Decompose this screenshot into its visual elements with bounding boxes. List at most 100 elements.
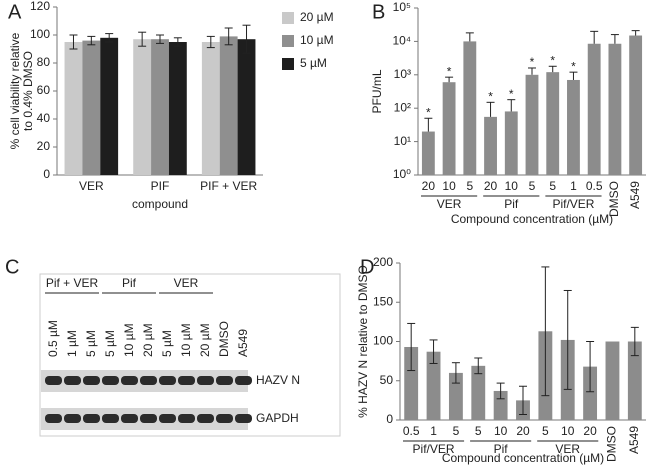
y-axis-label: % HAZV N relative to DMSO xyxy=(356,265,370,418)
panel-letter: A xyxy=(8,1,22,23)
y-tick-label: 10¹ xyxy=(394,134,411,148)
significance-mark: * xyxy=(426,105,431,119)
blot-band xyxy=(64,376,81,385)
y-tick-label: 80 xyxy=(37,55,51,69)
x-tick-label: 5 xyxy=(529,179,536,193)
lane-label: 0.5 µM xyxy=(46,320,60,357)
legend-label: 5 µM xyxy=(300,56,327,70)
blot-band xyxy=(140,376,157,385)
lane-label: 5 µM xyxy=(160,330,174,357)
x-tick-label: 5 xyxy=(549,179,556,193)
blot-band xyxy=(64,414,81,423)
blot-band xyxy=(102,414,119,423)
bar xyxy=(448,372,463,420)
x-tick-label: 10 xyxy=(505,179,519,193)
y-tick-label: 10⁰ xyxy=(393,167,411,181)
bar xyxy=(168,42,187,175)
x-tick-label: 20 xyxy=(583,424,597,438)
blot-band xyxy=(159,414,176,423)
x-tick-label: 5 xyxy=(453,424,460,438)
group-label: VER xyxy=(174,276,199,290)
group-label: Pif/VER xyxy=(413,442,455,456)
x-tick-label: 10 xyxy=(561,424,575,438)
y-tick-label: 0 xyxy=(43,167,50,181)
x-tick-label: 20 xyxy=(484,179,498,193)
blot-band xyxy=(45,376,62,385)
lane-label: 10 µM xyxy=(122,323,136,357)
x-tick-label: 1 xyxy=(570,179,577,193)
blot-band xyxy=(197,414,214,423)
y-tick-label: 100 xyxy=(30,27,50,41)
y-tick-label: 150 xyxy=(373,294,393,308)
bar xyxy=(627,341,642,420)
y-tick-label: 50 xyxy=(380,373,394,387)
x-tick-label: A549 xyxy=(628,181,642,209)
group-label: Pif + VER xyxy=(46,276,99,290)
lane-label: 1 µM xyxy=(65,330,79,357)
y-tick-label: 120 xyxy=(30,0,50,13)
significance-mark: * xyxy=(447,64,452,78)
y-tick-label: 200 xyxy=(373,255,393,269)
bar xyxy=(421,131,435,175)
blot-band xyxy=(121,414,138,423)
blot-band xyxy=(216,376,233,385)
blot-band xyxy=(178,376,195,385)
blot-band xyxy=(216,414,233,423)
x-tick-label: 20 xyxy=(516,424,530,438)
bar xyxy=(201,42,220,175)
bar xyxy=(64,42,83,175)
blot-band xyxy=(178,414,195,423)
group-label: Pif/VER xyxy=(552,197,594,211)
lane-label: 20 µM xyxy=(198,323,212,357)
band-label: GAPDH xyxy=(256,411,299,425)
lane-label: 5 µM xyxy=(103,330,117,357)
y-axis-label: PFU/mL xyxy=(370,69,384,113)
x-axis-label: compound xyxy=(132,197,188,211)
blot-band xyxy=(83,376,100,385)
lane-label: 10 µM xyxy=(179,323,193,357)
significance-mark: * xyxy=(550,53,555,67)
x-tick-label: 10 xyxy=(442,179,456,193)
blot-band xyxy=(102,376,119,385)
x-tick-label: PIF + VER xyxy=(200,179,257,193)
blot-band xyxy=(197,376,214,385)
significance-mark: * xyxy=(530,55,535,69)
y-tick-label: 60 xyxy=(37,83,51,97)
bar xyxy=(583,366,598,420)
blot-band xyxy=(235,376,252,385)
lane-label: DMSO xyxy=(217,321,231,357)
legend-label: 10 µM xyxy=(300,33,334,47)
panel-letter: B xyxy=(372,1,385,23)
blot-band xyxy=(83,414,100,423)
group-label: Pif xyxy=(504,197,519,211)
panel-letter: D xyxy=(360,256,374,278)
x-tick-label: 5 xyxy=(466,179,473,193)
significance-mark: * xyxy=(488,89,493,103)
y-axis-label: to 0.4% DMSO xyxy=(21,51,35,131)
legend-label: 20 µM xyxy=(300,10,334,24)
bar xyxy=(82,40,101,175)
x-tick-label: DMSO xyxy=(605,426,619,462)
legend-swatch xyxy=(282,58,294,70)
bar xyxy=(100,37,119,175)
bar xyxy=(237,39,256,176)
x-tick-label: 5 xyxy=(542,424,549,438)
bar xyxy=(608,43,622,175)
group-label: VER xyxy=(555,442,580,456)
bar xyxy=(133,39,152,176)
blot-frame xyxy=(39,273,341,437)
lane-label: A549 xyxy=(236,329,250,357)
bar xyxy=(629,35,643,175)
y-tick-label: 10³ xyxy=(394,67,411,81)
y-tick-label: 100 xyxy=(373,334,393,348)
bar xyxy=(426,351,441,420)
bar xyxy=(219,36,238,176)
bar xyxy=(504,111,518,175)
bar xyxy=(471,365,486,420)
blot-band xyxy=(121,376,138,385)
panel-letter: C xyxy=(5,256,19,278)
significance-mark: * xyxy=(509,87,514,101)
bar xyxy=(484,116,497,175)
lane-label: 5 µM xyxy=(84,330,98,357)
y-tick-label: 0 xyxy=(386,412,393,426)
